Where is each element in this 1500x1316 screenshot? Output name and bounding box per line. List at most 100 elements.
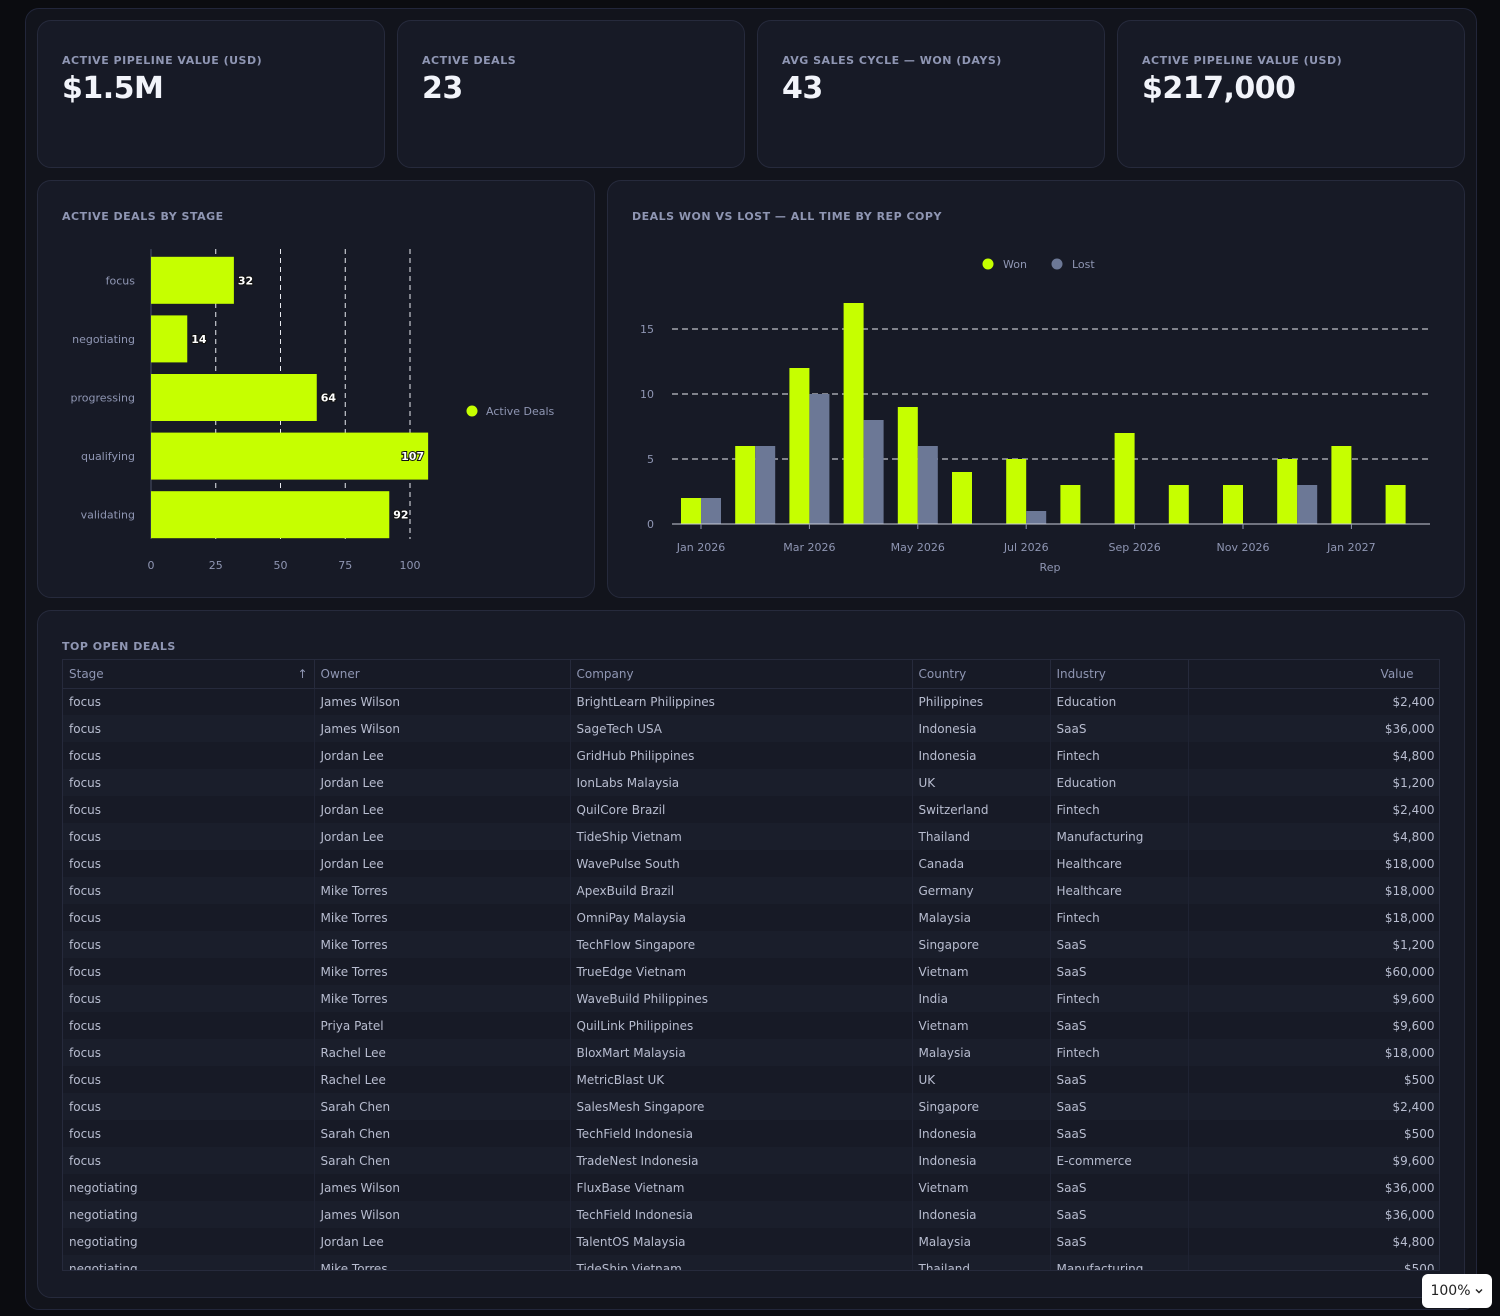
table-row[interactable]: focus Jordan Lee IonLabs Malaysia UK Educati… <box>63 769 1439 796</box>
deals-won-vs-lost-panel: DEALS WON VS LOST — ALL TIME BY REP COPY… <box>607 180 1465 598</box>
category-label: qualifying <box>81 450 135 463</box>
cell-industry: SaaS <box>1050 1228 1189 1255</box>
table-row[interactable]: focus Rachel Lee BloxMart Malaysia Malaysia… <box>63 1039 1439 1066</box>
table-row[interactable]: focus Sarah Chen TechField Indonesia Indone… <box>63 1120 1439 1147</box>
column-header-stage[interactable]: Stage ↑ <box>63 660 315 689</box>
cell-country: Vietnam <box>912 1174 1051 1201</box>
kpi-card-avg-sales-cycle: AVG SALES CYCLE — WON (DAYS) 43 <box>757 20 1105 168</box>
cell-owner: Rachel Lee <box>314 1039 571 1066</box>
cell-company: FluxBase Vietnam <box>570 1174 913 1201</box>
chevron-down-icon <box>1475 1289 1483 1294</box>
legend-label: Won <box>1003 258 1027 271</box>
cell-stage: focus <box>63 877 315 904</box>
table-row[interactable]: focus Jordan Lee GridHub Philippines Indone… <box>63 742 1439 769</box>
cell-industry: Education <box>1050 688 1189 715</box>
cell-value: $2,400 <box>1188 1093 1439 1120</box>
bar-lost <box>755 446 776 524</box>
cell-value: $500 <box>1188 1066 1439 1093</box>
table-row[interactable]: negotiating Mike Torres TideShip Vietnam Th… <box>63 1255 1439 1270</box>
bar-won <box>1168 485 1189 524</box>
cell-stage: negotiating <box>63 1228 315 1255</box>
bar-lost <box>917 446 938 524</box>
column-header-company[interactable]: Company <box>570 660 913 689</box>
cell-country: Singapore <box>912 1093 1051 1120</box>
legend-label: Lost <box>1072 258 1095 271</box>
table-row[interactable]: focus Rachel Lee MetricBlast UK UK SaaS $500 <box>63 1066 1439 1093</box>
cell-stage: focus <box>63 1147 315 1174</box>
table-row[interactable]: negotiating James Wilson FluxBase Vietnam V… <box>63 1174 1439 1201</box>
bar-won <box>897 407 918 524</box>
cell-stage: focus <box>63 904 315 931</box>
panel-title: TOP OPEN DEALS <box>62 640 176 653</box>
top-open-deals-panel: TOP OPEN DEALS Stage ↑ Owner Company Coun… <box>37 610 1465 1298</box>
y-tick-label: 15 <box>640 323 654 336</box>
bar-won <box>681 498 701 524</box>
cell-company: TechField Indonesia <box>570 1120 913 1147</box>
table-row[interactable]: focus Mike Torres OmniPay Malaysia Malaysia… <box>63 904 1439 931</box>
cell-owner: Sarah Chen <box>314 1120 571 1147</box>
cell-stage: focus <box>63 769 315 796</box>
table-row[interactable]: negotiating James Wilson TechField Indones… <box>63 1201 1439 1228</box>
cell-owner: Jordan Lee <box>314 850 571 877</box>
bar-lost <box>809 394 830 524</box>
table-row[interactable]: focus Mike Torres ApexBuild Brazil Germany H… <box>63 877 1439 904</box>
cell-value: $18,000 <box>1188 877 1439 904</box>
cell-industry: Manufacturing <box>1050 823 1189 850</box>
cell-country: Indonesia <box>912 715 1051 742</box>
cell-value: $1,200 <box>1188 931 1439 958</box>
column-header-owner[interactable]: Owner <box>314 660 571 689</box>
kpi-label: ACTIVE PIPELINE VALUE (USD) <box>1142 54 1343 67</box>
cell-industry: Fintech <box>1050 1039 1189 1066</box>
cell-owner: Jordan Lee <box>314 742 571 769</box>
bar-won <box>843 303 864 524</box>
cell-stage: focus <box>63 1093 315 1120</box>
cell-stage: focus <box>63 1066 315 1093</box>
cell-owner: James Wilson <box>314 715 571 742</box>
table-row[interactable]: focus Sarah Chen SalesMesh Singapore Singap… <box>63 1093 1439 1120</box>
cell-owner: James Wilson <box>314 1201 571 1228</box>
table-row[interactable]: focus Jordan Lee TideShip Vietnam Thailand M… <box>63 823 1439 850</box>
cell-company: TechField Indonesia <box>570 1201 913 1228</box>
cell-stage: focus <box>63 742 315 769</box>
data-label: 14 <box>191 333 207 346</box>
bar-won <box>1277 459 1298 524</box>
cell-industry: Fintech <box>1050 904 1189 931</box>
cell-company: GridHub Philippines <box>570 742 913 769</box>
x-tick-label: Sep 2026 <box>1108 541 1160 554</box>
table-row[interactable]: focus James Wilson SageTech USA Indonesia Sa… <box>63 715 1439 742</box>
table-row[interactable]: focus Jordan Lee WavePulse South Canada Heal… <box>63 850 1439 877</box>
column-header-industry[interactable]: Industry <box>1050 660 1189 689</box>
cell-industry: E-commerce <box>1050 1147 1189 1174</box>
table-row[interactable]: negotiating Jordan Lee TalentOS Malaysia Ma… <box>63 1228 1439 1255</box>
table-row[interactable]: focus Mike Torres TrueEdge Vietnam Vietnam S… <box>63 958 1439 985</box>
cell-industry: SaaS <box>1050 715 1189 742</box>
x-tick-label: 100 <box>400 559 421 572</box>
x-tick-label: Jul 2026 <box>1003 541 1049 554</box>
column-header-country[interactable]: Country <box>912 660 1051 689</box>
sort-ascending-icon[interactable]: ↑ <box>297 666 308 681</box>
cell-industry: Education <box>1050 769 1189 796</box>
table-row[interactable]: focus Jordan Lee QuilCore Brazil Switzerlan… <box>63 796 1439 823</box>
cell-industry: SaaS <box>1050 958 1189 985</box>
bar-won <box>1006 459 1027 524</box>
cell-value: $18,000 <box>1188 1039 1439 1066</box>
table-row[interactable]: focus Mike Torres TechFlow Singapore Singap… <box>63 931 1439 958</box>
cell-country: Philippines <box>912 688 1051 715</box>
cell-company: ApexBuild Brazil <box>570 877 913 904</box>
cell-country: India <box>912 985 1051 1012</box>
cell-country: Indonesia <box>912 1120 1051 1147</box>
cell-value: $9,600 <box>1188 1147 1439 1174</box>
cell-company: SageTech USA <box>570 715 913 742</box>
cell-country: Malaysia <box>912 1228 1051 1255</box>
column-header-value[interactable]: Value <box>1188 660 1439 689</box>
deals-table-scroll[interactable]: Stage ↑ Owner Company Country Industry Va… <box>62 659 1440 1271</box>
active-deals-by-stage-panel: ACTIVE DEALS BY STAGE focus 32 negotiating… <box>37 180 595 598</box>
table-row[interactable]: focus Priya Patel QuilLink Philippines Viet… <box>63 1012 1439 1039</box>
zoom-control[interactable]: 100% <box>1422 1274 1492 1308</box>
cell-company: QuilLink Philippines <box>570 1012 913 1039</box>
table-row[interactable]: focus Mike Torres WaveBuild Philippines Ind… <box>63 985 1439 1012</box>
table-row[interactable]: focus James Wilson BrightLearn Philippines… <box>63 688 1439 715</box>
cell-industry: SaaS <box>1050 1093 1189 1120</box>
kpi-label: AVG SALES CYCLE — WON (DAYS) <box>782 54 1002 67</box>
table-row[interactable]: focus Sarah Chen TradeNest Indonesia Indone… <box>63 1147 1439 1174</box>
